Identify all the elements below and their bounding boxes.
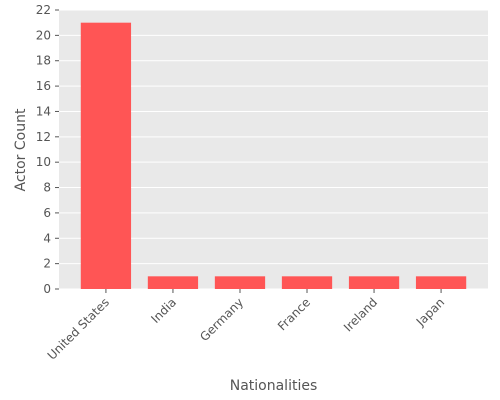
y-tick-label: 22: [36, 3, 51, 17]
x-tick-label: Japan: [413, 295, 447, 329]
y-axis-title: Actor Count: [13, 108, 29, 191]
x-tick-label: Ireland: [341, 295, 380, 334]
y-axis-ticks: 0 2 4 6 8 10 12 14 16 18 20 22: [36, 3, 59, 296]
y-tick-label: 18: [36, 54, 51, 68]
y-tick-label: 16: [36, 79, 51, 93]
y-tick-label: 14: [36, 104, 51, 118]
bar: [281, 276, 333, 289]
x-tick-label: India: [148, 295, 179, 326]
x-tick-label: Germany: [197, 295, 246, 344]
y-tick-label: 0: [43, 282, 51, 296]
y-tick-label: 6: [43, 206, 51, 220]
bar: [415, 276, 467, 289]
bar: [214, 276, 266, 289]
y-tick-label: 20: [36, 28, 51, 42]
y-tick-label: 4: [43, 231, 51, 245]
y-tick-label: 2: [43, 257, 51, 271]
x-tick-label: United States: [45, 295, 112, 362]
x-tick-label: France: [275, 295, 313, 333]
y-tick-label: 12: [36, 130, 51, 144]
x-axis-ticks: United States India Germany France Ireland Ja…: [45, 289, 447, 363]
y-tick-label: 10: [36, 155, 51, 169]
bar: [147, 276, 199, 289]
x-axis-title: Nationalities: [230, 378, 318, 394]
bar: [348, 276, 400, 289]
bar: [80, 22, 132, 289]
bars: [80, 22, 467, 289]
y-tick-label: 8: [43, 181, 51, 195]
